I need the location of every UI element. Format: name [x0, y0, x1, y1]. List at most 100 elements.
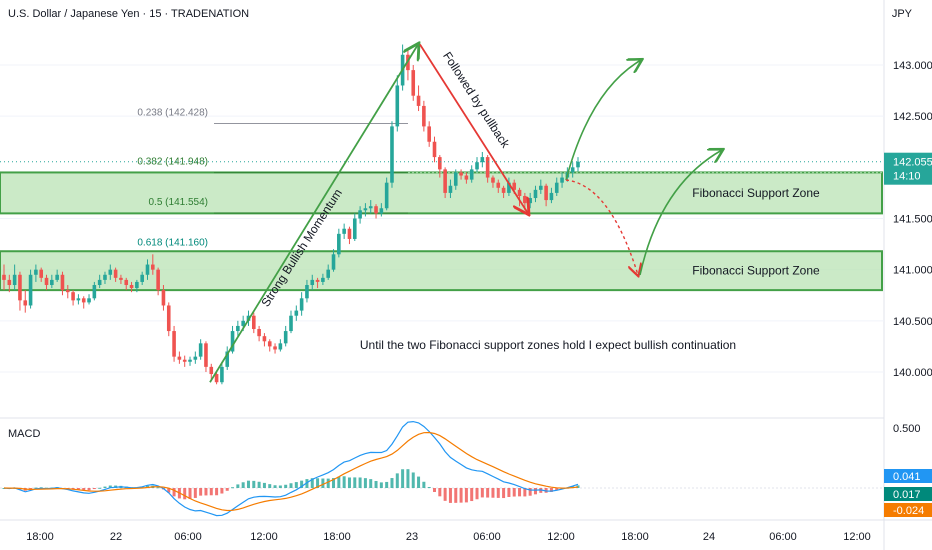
bullish-continuation-arrow	[639, 150, 722, 276]
macd-histogram-bar	[262, 482, 266, 488]
macd-histogram-bar	[448, 488, 452, 503]
macd-value-tag	[884, 469, 932, 483]
candle-body	[411, 70, 416, 96]
macd-histogram-bar	[395, 473, 399, 488]
macd-histogram-bar	[246, 480, 250, 488]
candle-body	[161, 290, 166, 306]
candle-body	[60, 274, 65, 291]
macd-histogram-bar	[464, 488, 468, 503]
candle-body	[34, 269, 38, 275]
bullish-projection-arrow	[565, 60, 641, 181]
candle-body	[23, 300, 28, 306]
candle-body	[241, 320, 245, 326]
candle-body	[538, 185, 543, 190]
time-tick-label: 06:00	[174, 531, 202, 543]
candle-body	[352, 218, 357, 239]
macd-value-tag	[884, 503, 932, 517]
macd-histogram-bar	[374, 480, 378, 488]
candle-body	[198, 343, 203, 357]
candle-body	[443, 169, 447, 193]
candle-body	[459, 172, 463, 176]
macd-histogram-bar	[82, 488, 86, 491]
candle-body	[262, 336, 267, 342]
candle-body	[438, 157, 442, 170]
candle-body	[528, 198, 532, 204]
time-tick-label: 18:00	[323, 531, 351, 543]
macd-histogram-bar	[555, 488, 559, 491]
macd-histogram-bar	[316, 478, 320, 488]
fib-level-label: 0.238 (142.428)	[137, 108, 208, 119]
macd-histogram-bar	[156, 487, 160, 489]
candle-body	[135, 281, 139, 289]
macd-histogram-bar	[108, 485, 112, 488]
candle-body	[374, 206, 378, 214]
time-tick-label: 24	[703, 531, 715, 543]
candle-body	[81, 298, 86, 303]
macd-histogram-bar	[411, 472, 415, 488]
candle-body	[7, 279, 12, 286]
candle-body	[140, 274, 144, 282]
candle-body	[273, 346, 277, 350]
candle-body	[310, 279, 315, 286]
pullback-arrow	[419, 44, 528, 214]
time-tick-label: 23	[406, 531, 418, 543]
macd-histogram-bar	[496, 488, 500, 498]
candle-body	[87, 298, 91, 303]
macd-histogram-bar	[369, 479, 373, 488]
macd-histogram-bar	[310, 478, 314, 488]
candle-body	[214, 374, 219, 383]
symbol-title[interactable]: U.S. Dollar / Japanese Yen · 15 · TRADEN…	[8, 8, 250, 20]
price-tick-label: 140.500	[893, 316, 932, 328]
candle-body	[507, 182, 511, 193]
fib-level-label: 0.5 (141.554)	[149, 197, 209, 208]
candle-body	[347, 228, 352, 239]
current-price-value: 142.055	[893, 157, 932, 169]
time-tick-label: 18:00	[26, 531, 54, 543]
candle-body	[151, 264, 155, 270]
candle-body	[55, 274, 59, 280]
candle-body	[368, 206, 373, 209]
macd-histogram-bar	[363, 478, 367, 488]
candle-body	[2, 274, 6, 280]
macd-histogram-bar	[273, 485, 277, 488]
candle-body	[209, 366, 214, 375]
candle-body	[464, 175, 469, 180]
candle-body	[358, 210, 362, 219]
macd-value-signal: 0.017	[893, 489, 921, 501]
candle-body	[384, 182, 389, 209]
candle-body	[422, 105, 426, 127]
macd-histogram-bar	[321, 478, 325, 488]
macd-histogram-bar	[475, 488, 479, 500]
macd-histogram-bar	[385, 481, 389, 488]
macd-histogram-bar	[305, 479, 309, 488]
momentum-arrow	[209, 45, 418, 383]
macd-histogram-bar	[401, 469, 405, 488]
macd-histogram-bar	[332, 478, 336, 488]
macd-histogram-bar	[231, 487, 235, 489]
signal-line	[3, 431, 579, 512]
macd-histogram-bar	[454, 488, 458, 503]
candle-body	[448, 185, 453, 193]
candle-body	[113, 269, 118, 278]
macd-histogram-bar	[512, 488, 516, 497]
candle-body	[76, 298, 81, 301]
candle-body	[299, 298, 304, 311]
macd-histogram-bar	[443, 488, 447, 501]
macd-histogram-bar	[29, 488, 33, 490]
candle-body	[315, 279, 320, 282]
candle-body	[560, 177, 564, 183]
candle-body	[97, 279, 102, 286]
macd-label: MACD	[8, 428, 41, 440]
candle-body	[480, 157, 485, 163]
macd-histogram-bar	[358, 477, 362, 488]
price-tick-label: 142.500	[893, 111, 932, 123]
macd-histogram-bar	[34, 487, 38, 489]
fib-level-label: 0.618 (141.160)	[137, 237, 208, 248]
candle-body	[18, 274, 22, 301]
bar-countdown: 14:10	[893, 171, 921, 183]
macd-histogram-bar	[518, 488, 522, 497]
macd-histogram-bar	[390, 478, 394, 488]
macd-histogram-bar	[215, 488, 219, 496]
time-tick-label: 12:00	[843, 531, 871, 543]
